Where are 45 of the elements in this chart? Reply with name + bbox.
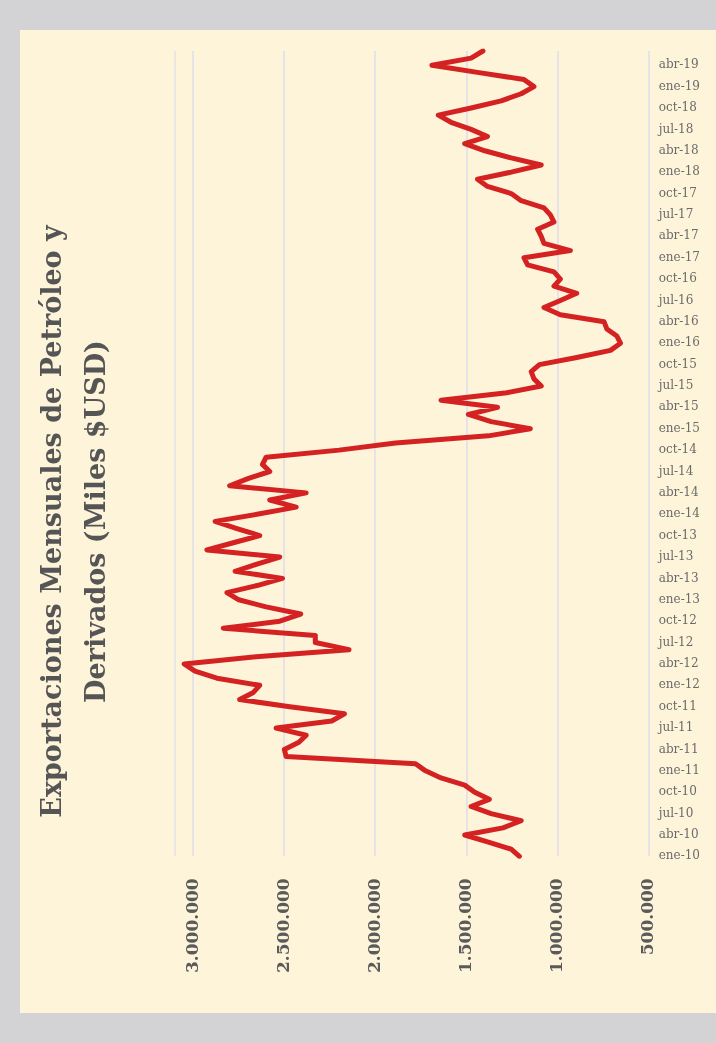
y-tick-label: abr-16 [658,313,699,328]
x-tick-label: 2.000.000 [363,878,384,973]
y-tick-label: oct-17 [658,185,697,200]
y-tick-label: abr-12 [658,656,699,671]
y-tick-label: oct-11 [658,698,697,713]
y-tick-label: oct-15 [658,356,697,371]
y-tick-label: jul-15 [656,378,694,393]
y-tick-label: abr-11 [658,741,699,756]
y-tick-label: ene-17 [658,249,701,264]
y-tick-label: ene-15 [658,420,701,435]
y-tick-label: abr-18 [658,142,699,157]
y-tick-label: jul-12 [656,634,694,649]
y-tick-label: jul-14 [656,463,694,478]
y-tick-label: ene-18 [658,164,701,179]
x-tick-label: 500.000 [637,878,658,956]
x-tick-label: 1.000.000 [546,878,567,973]
x-tick-label: 2.500.000 [272,878,293,973]
y-tick-label: abr-17 [658,228,699,243]
y-tick-label: jul-11 [656,720,694,735]
y-tick-label: ene-13 [658,591,701,606]
y-tick-label: ene-12 [658,677,701,692]
x-tick-label: 3.000.000 [181,878,202,973]
y-tick-label: ene-16 [658,335,701,350]
y-tick-label: abr-13 [658,570,699,585]
y-tick-label: oct-14 [658,442,698,457]
y-tick-label: oct-12 [658,613,697,628]
y-tick-label: jul-18 [656,121,694,136]
y-tick-label: oct-10 [658,784,697,799]
y-tick-label: oct-13 [658,527,697,542]
y-tick-label: oct-18 [658,100,697,115]
y-tick-label: jul-10 [656,805,694,820]
y-tick-label: jul-13 [656,549,694,564]
y-tick-label: jul-16 [656,292,694,307]
y-tick-label: ene-10 [658,848,701,863]
y-tick-label: ene-19 [658,78,701,93]
y-tick-label: ene-11 [658,762,701,777]
text: Exportaciones Mensuales de Petróleo y Derivados (Miles $USD) [35,223,112,820]
y-tick-label: abr-10 [658,827,699,842]
y-tick-label: ene-14 [658,506,701,521]
y-tick-label: abr-14 [658,485,700,500]
y-tick-label: oct-16 [658,271,697,286]
y-tick-label: jul-17 [656,207,694,222]
y-tick-label: abr-19 [658,57,699,72]
y-tick-label: abr-15 [658,399,699,414]
x-tick-label: 1.500.000 [454,878,475,973]
